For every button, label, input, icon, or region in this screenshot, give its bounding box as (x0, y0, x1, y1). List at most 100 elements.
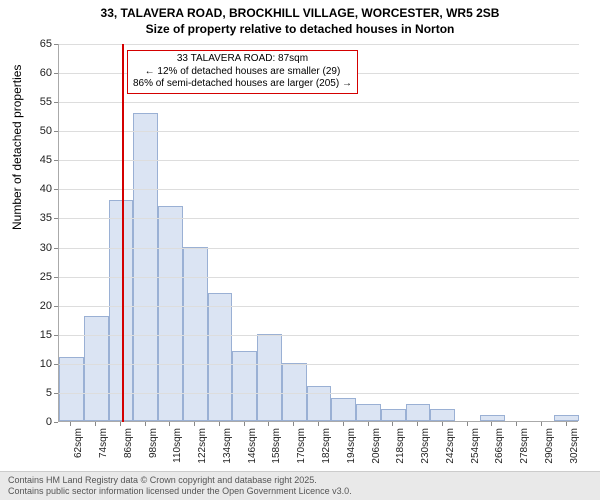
ytick-mark (54, 277, 58, 278)
histogram-bar (331, 398, 356, 421)
histogram-bar (208, 293, 233, 421)
xtick-mark (392, 422, 393, 426)
ytick-label: 15 (22, 329, 52, 341)
chart-container: 33, TALAVERA ROAD, BROCKHILL VILLAGE, WO… (0, 0, 600, 500)
xtick-label: 242sqm (445, 428, 456, 464)
histogram-bar (257, 334, 282, 421)
xtick-mark (70, 422, 71, 426)
xtick-mark (566, 422, 567, 426)
gridline (59, 248, 579, 249)
xtick-mark (293, 422, 294, 426)
xtick-label: 86sqm (123, 428, 134, 458)
xtick-label: 134sqm (222, 428, 233, 464)
xtick-label: 158sqm (271, 428, 282, 464)
xtick-label: 110sqm (172, 428, 183, 463)
ytick-label: 30 (22, 242, 52, 254)
gridline (59, 335, 579, 336)
histogram-bar (232, 351, 257, 421)
xtick-label: 218sqm (395, 428, 406, 464)
histogram-bar (430, 409, 455, 421)
y-axis-label: Number of detached properties (10, 65, 24, 230)
title-line1: 33, TALAVERA ROAD, BROCKHILL VILLAGE, WO… (10, 6, 590, 22)
xtick-mark (145, 422, 146, 426)
histogram-bar (109, 200, 134, 421)
ytick-label: 10 (22, 358, 52, 370)
ytick-mark (54, 364, 58, 365)
histogram-bar (480, 415, 505, 421)
annotation-line2: ← 12% of detached houses are smaller (29… (133, 66, 352, 79)
ytick-label: 55 (22, 96, 52, 108)
footer-line1: Contains HM Land Registry data © Crown c… (8, 475, 592, 486)
xtick-label: 182sqm (321, 428, 332, 464)
xtick-mark (442, 422, 443, 426)
xtick-mark (491, 422, 492, 426)
xtick-label: 74sqm (98, 428, 109, 458)
plot-area: 33 TALAVERA ROAD: 87sqm ← 12% of detache… (58, 44, 578, 422)
xtick-mark (368, 422, 369, 426)
xtick-label: 122sqm (197, 428, 208, 464)
histogram-bar (158, 206, 183, 421)
histogram-bar (59, 357, 84, 421)
ytick-label: 20 (22, 300, 52, 312)
ytick-label: 25 (22, 271, 52, 283)
xtick-label: 302sqm (569, 428, 580, 464)
xtick-label: 290sqm (544, 428, 555, 464)
xtick-label: 98sqm (148, 428, 159, 458)
gridline (59, 218, 579, 219)
histogram-bar (356, 404, 381, 421)
ytick-label: 60 (22, 67, 52, 79)
ytick-mark (54, 218, 58, 219)
xtick-mark (194, 422, 195, 426)
annotation-line1: 33 TALAVERA ROAD: 87sqm (133, 53, 352, 66)
ytick-label: 35 (22, 212, 52, 224)
marker-line (122, 44, 124, 422)
xtick-label: 230sqm (420, 428, 431, 464)
xtick-mark (120, 422, 121, 426)
xtick-mark (268, 422, 269, 426)
gridline (59, 102, 579, 103)
ytick-mark (54, 160, 58, 161)
histogram-bar (307, 386, 332, 421)
ytick-mark (54, 44, 58, 45)
gridline (59, 189, 579, 190)
gridline (59, 131, 579, 132)
xtick-mark (516, 422, 517, 426)
plot: 33 TALAVERA ROAD: 87sqm ← 12% of detache… (58, 44, 578, 422)
xtick-mark (467, 422, 468, 426)
footer: Contains HM Land Registry data © Crown c… (0, 471, 600, 500)
gridline (59, 306, 579, 307)
xtick-label: 62sqm (73, 428, 84, 458)
xtick-mark (318, 422, 319, 426)
ytick-label: 45 (22, 154, 52, 166)
histogram-bar (133, 113, 158, 421)
title-line2: Size of property relative to detached ho… (10, 22, 590, 38)
annotation-box: 33 TALAVERA ROAD: 87sqm ← 12% of detache… (127, 50, 358, 94)
histogram-bar (406, 404, 431, 421)
xtick-mark (417, 422, 418, 426)
xtick-label: 194sqm (346, 428, 357, 464)
xtick-label: 266sqm (494, 428, 505, 464)
xtick-mark (169, 422, 170, 426)
ytick-mark (54, 393, 58, 394)
ytick-label: 0 (22, 416, 52, 428)
ytick-mark (54, 102, 58, 103)
gridline (59, 44, 579, 45)
ytick-mark (54, 306, 58, 307)
xtick-label: 254sqm (470, 428, 481, 464)
xtick-label: 278sqm (519, 428, 530, 464)
ytick-mark (54, 422, 58, 423)
ytick-mark (54, 73, 58, 74)
histogram-bar (381, 409, 406, 421)
annotation-line3: 86% of semi-detached houses are larger (… (133, 78, 352, 91)
ytick-label: 40 (22, 183, 52, 195)
gridline (59, 393, 579, 394)
gridline (59, 277, 579, 278)
histogram-bar (282, 363, 307, 421)
histogram-bar (84, 316, 109, 421)
gridline (59, 160, 579, 161)
xtick-mark (541, 422, 542, 426)
ytick-label: 50 (22, 125, 52, 137)
xtick-label: 170sqm (296, 428, 307, 464)
xtick-mark (343, 422, 344, 426)
ytick-mark (54, 131, 58, 132)
